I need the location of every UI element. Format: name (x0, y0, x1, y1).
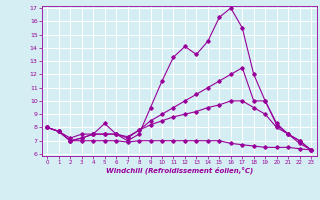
X-axis label: Windchill (Refroidissement éolien,°C): Windchill (Refroidissement éolien,°C) (106, 167, 253, 174)
